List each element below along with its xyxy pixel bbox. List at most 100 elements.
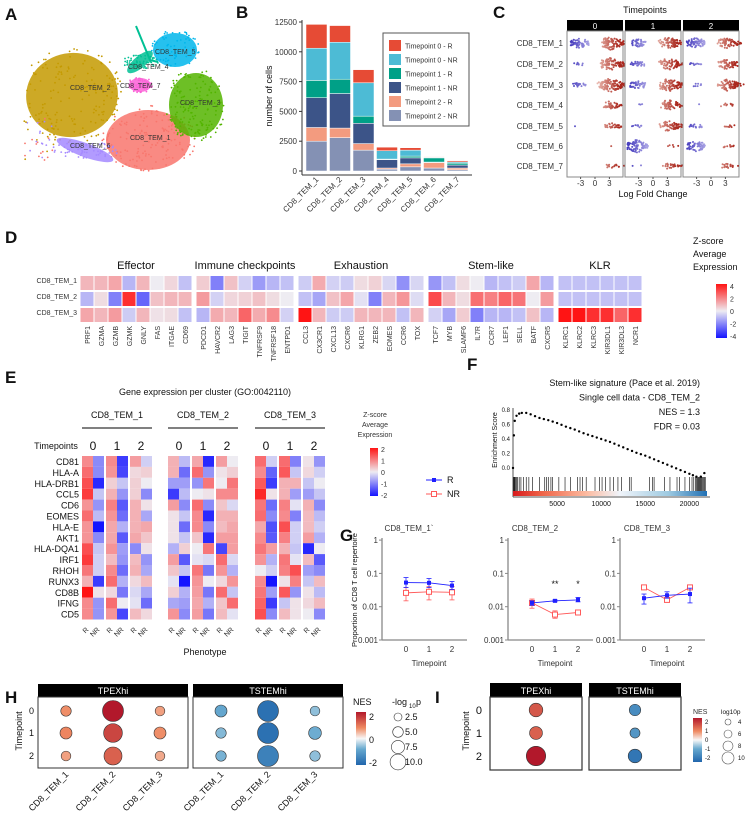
heatmap-cell bbox=[168, 586, 179, 598]
bar-segment bbox=[399, 157, 422, 165]
upregulated-gene-point bbox=[608, 104, 611, 107]
upregulated-gene-point bbox=[614, 164, 616, 167]
es-point bbox=[573, 428, 576, 431]
legend-swatch bbox=[389, 96, 401, 107]
heatmap-cell bbox=[210, 276, 224, 290]
y-tick-label: 0.001 bbox=[596, 636, 617, 645]
umap-point bbox=[60, 73, 63, 75]
upregulated-gene-point bbox=[742, 83, 745, 86]
heatmap-cell bbox=[368, 292, 382, 306]
upregulated-gene-point bbox=[614, 80, 617, 82]
gene-label: TOX bbox=[415, 326, 422, 341]
umap-point bbox=[222, 104, 225, 107]
upregulated-gene-point bbox=[674, 122, 677, 125]
downregulated-gene-point bbox=[637, 124, 640, 127]
heatmap-cell bbox=[192, 608, 203, 620]
umap-point bbox=[182, 110, 185, 113]
umap-point bbox=[84, 86, 87, 89]
umap-point bbox=[93, 108, 96, 111]
x-axis-title: Log Fold Change bbox=[618, 189, 687, 199]
umap-point bbox=[73, 48, 75, 50]
x-tick-label: 1 bbox=[665, 645, 670, 654]
downregulated-gene-point bbox=[696, 85, 699, 88]
umap-point bbox=[169, 64, 172, 67]
heatmap-cell bbox=[179, 456, 190, 467]
umap-outlier-point bbox=[53, 133, 55, 136]
colorbar-tick-label: -2 bbox=[381, 493, 387, 500]
downregulated-gene-point bbox=[641, 61, 644, 64]
y-tick-label: 0.0 bbox=[502, 466, 511, 472]
umap-point bbox=[64, 155, 67, 158]
gene-label: GZMB bbox=[113, 326, 120, 347]
heatmap-cell bbox=[141, 575, 152, 587]
umap-point bbox=[209, 85, 212, 88]
umap-point bbox=[73, 118, 76, 121]
downregulated-gene-point bbox=[690, 62, 693, 65]
umap-point bbox=[180, 134, 182, 137]
umap-point bbox=[148, 82, 151, 85]
upregulated-gene-point bbox=[619, 63, 622, 66]
upregulated-gene-point bbox=[619, 38, 622, 41]
heatmap-cell bbox=[280, 276, 294, 290]
umap-point bbox=[206, 126, 209, 129]
umap-cluster bbox=[52, 137, 118, 163]
upregulated-gene-point bbox=[664, 165, 667, 168]
upregulated-gene-point bbox=[669, 100, 672, 102]
umap-point bbox=[73, 130, 76, 133]
upregulated-gene-point bbox=[607, 43, 610, 46]
legend-marker bbox=[431, 491, 437, 497]
downregulated-gene-point bbox=[577, 37, 580, 40]
upregulated-gene-point bbox=[664, 80, 667, 83]
upregulated-gene-point bbox=[667, 129, 670, 132]
x-axis-title: Phenotype bbox=[183, 647, 226, 657]
umap-point bbox=[204, 136, 207, 138]
timepoint-label: 1 bbox=[114, 439, 121, 453]
upregulated-gene-point bbox=[668, 84, 671, 87]
upregulated-gene-point bbox=[669, 164, 672, 167]
upregulated-gene-point bbox=[618, 104, 621, 107]
downregulated-gene-point bbox=[703, 43, 706, 45]
umap-point bbox=[170, 124, 173, 127]
dot bbox=[153, 726, 167, 740]
umap-point bbox=[129, 86, 132, 89]
downregulated-gene-point bbox=[689, 63, 691, 66]
bar-segment bbox=[423, 157, 445, 163]
upregulated-gene-point bbox=[678, 103, 681, 106]
heatmap-cell bbox=[178, 292, 192, 306]
umap-point bbox=[187, 36, 190, 39]
upregulated-gene-point bbox=[606, 58, 609, 61]
umap-point bbox=[146, 125, 149, 128]
umap-point bbox=[165, 36, 167, 39]
downregulated-gene-point bbox=[642, 43, 645, 46]
heatmap-cell bbox=[290, 575, 301, 587]
downregulated-gene-point bbox=[636, 44, 639, 47]
umap-outlier-point bbox=[25, 121, 27, 123]
upregulated-gene-point bbox=[676, 63, 679, 66]
umap-point bbox=[173, 138, 176, 141]
umap-point bbox=[146, 133, 149, 136]
umap-point bbox=[68, 149, 71, 151]
x-tick-label: 1 bbox=[427, 645, 432, 654]
umap-point bbox=[201, 119, 204, 122]
heatmap-cell bbox=[106, 456, 117, 467]
umap-point bbox=[29, 83, 32, 85]
heatmap-cell bbox=[512, 292, 526, 306]
umap-point bbox=[41, 107, 44, 109]
upregulated-gene-point bbox=[730, 38, 733, 41]
umap-point bbox=[40, 110, 43, 113]
umap-point bbox=[176, 90, 179, 92]
umap-point bbox=[106, 137, 109, 139]
heatmap-cell bbox=[216, 575, 227, 587]
size-legend-label: 8 bbox=[738, 744, 742, 750]
legend-label: Timepoint 1 - R bbox=[405, 72, 453, 79]
heatmap-cell bbox=[93, 543, 104, 555]
umap-point bbox=[125, 121, 128, 124]
umap-point bbox=[163, 114, 166, 116]
upregulated-gene-point bbox=[604, 84, 607, 87]
upregulated-gene-point bbox=[669, 65, 672, 68]
umap-point bbox=[34, 89, 36, 91]
ranked-list-colorbar bbox=[513, 491, 707, 496]
y-tick-label: 0.01 bbox=[362, 603, 378, 612]
downregulated-gene-point bbox=[702, 39, 705, 42]
upregulated-gene-point bbox=[662, 84, 665, 87]
